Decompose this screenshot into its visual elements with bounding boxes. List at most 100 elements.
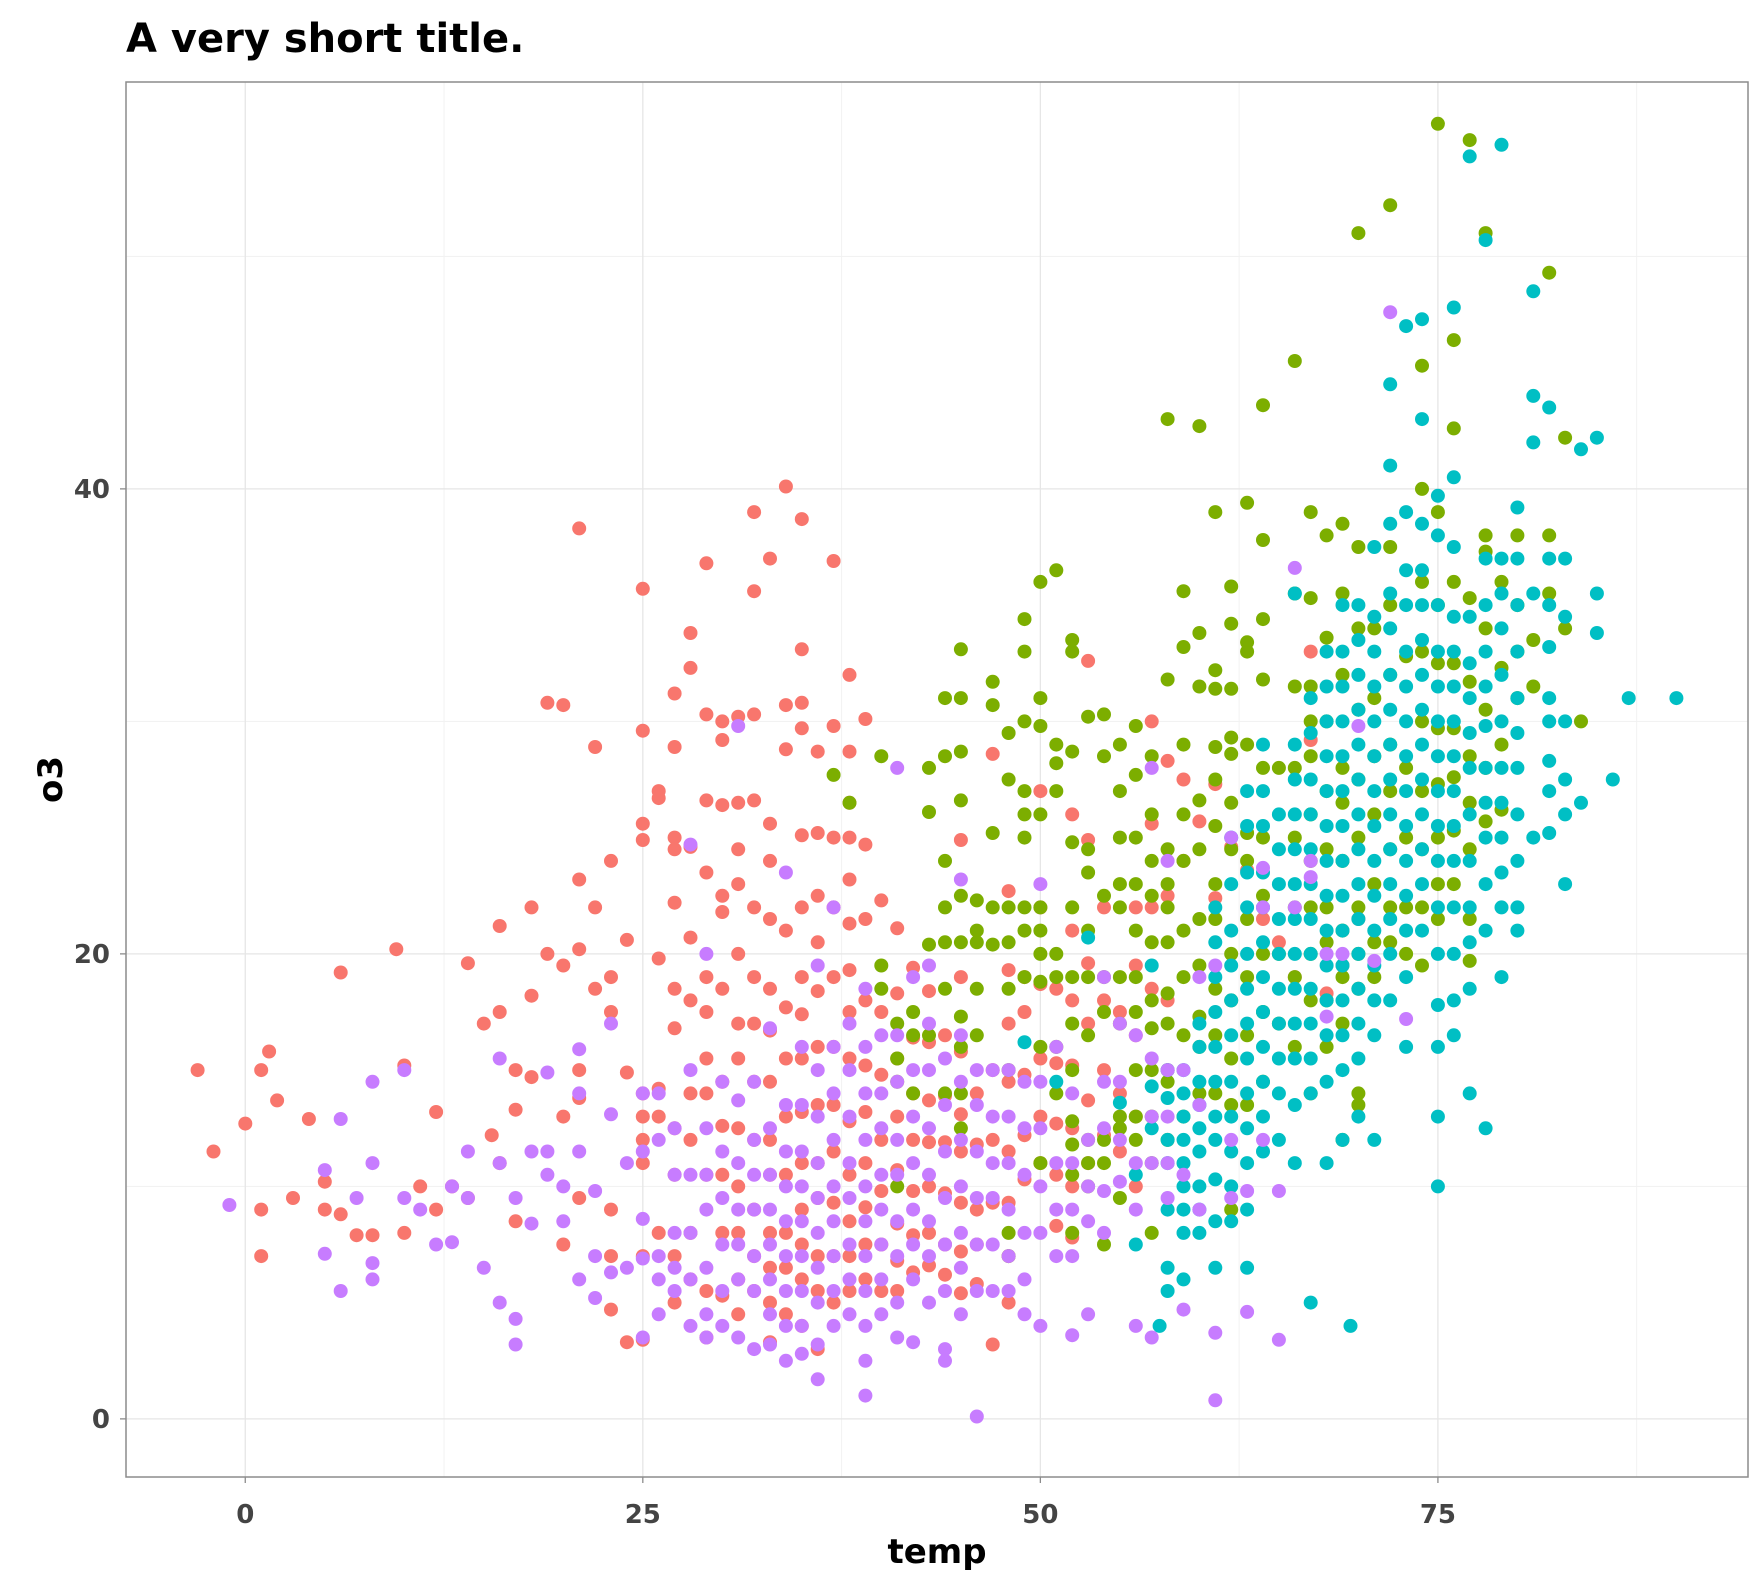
data-point — [1462, 935, 1477, 950]
data-point — [1542, 400, 1557, 415]
data-point — [1049, 756, 1064, 771]
data-point — [1446, 900, 1461, 915]
data-point — [1097, 1121, 1111, 1136]
data-point — [938, 1144, 952, 1159]
data-point — [906, 1335, 921, 1350]
data-point — [1081, 1093, 1096, 1108]
data-point — [1367, 679, 1382, 694]
data-point — [270, 1093, 285, 1108]
data-point — [1128, 1179, 1143, 1194]
data-point — [731, 1272, 746, 1287]
data-point — [1494, 714, 1509, 729]
data-point — [1478, 621, 1493, 636]
data-point — [1256, 1039, 1270, 1054]
data-point — [683, 1225, 698, 1240]
data-point — [1271, 946, 1286, 961]
data-point — [1001, 1284, 1016, 1298]
y-axis-title: o3 — [31, 756, 71, 803]
data-point — [826, 1039, 841, 1054]
data-point — [826, 970, 841, 985]
data-point — [1542, 265, 1557, 280]
data-point — [1160, 935, 1175, 950]
data-point — [1303, 1016, 1318, 1031]
data-point — [1446, 540, 1461, 554]
data-point — [1415, 516, 1429, 531]
data-point — [1224, 946, 1239, 961]
data-point — [826, 1249, 841, 1264]
data-point — [1081, 1132, 1096, 1147]
data-point — [1335, 784, 1350, 799]
data-point — [1001, 1156, 1016, 1171]
data-point — [1494, 621, 1509, 636]
data-point — [890, 1028, 905, 1043]
data-point — [1256, 888, 1270, 903]
data-point — [1351, 1051, 1366, 1066]
data-point — [874, 1167, 889, 1182]
data-point — [1224, 681, 1239, 696]
data-point — [985, 698, 1000, 713]
data-point — [445, 1179, 459, 1194]
data-point — [810, 1372, 825, 1387]
data-point — [953, 970, 968, 985]
data-point — [1176, 772, 1191, 787]
data-point — [1319, 679, 1334, 694]
data-point — [508, 1102, 523, 1117]
data-point — [874, 1307, 889, 1322]
data-point — [1208, 681, 1223, 696]
data-point — [810, 826, 825, 840]
data-point — [1240, 865, 1255, 880]
data-point — [1415, 923, 1429, 938]
data-point — [731, 1330, 746, 1345]
data-point — [794, 1284, 809, 1298]
data-point — [333, 1112, 348, 1126]
data-point — [1208, 1260, 1223, 1275]
data-point — [747, 505, 762, 520]
data-point — [1367, 540, 1382, 554]
data-point — [1256, 819, 1270, 833]
data-point — [1208, 970, 1223, 985]
data-point — [1224, 1191, 1239, 1205]
data-point — [731, 1016, 746, 1031]
data-point — [1303, 772, 1318, 787]
data-point — [794, 695, 809, 710]
data-point — [1319, 784, 1334, 799]
data-point — [731, 1202, 746, 1217]
data-point — [1065, 970, 1080, 985]
data-point — [1399, 830, 1414, 845]
data-point — [1112, 737, 1127, 752]
data-point — [1256, 970, 1270, 985]
data-point — [1081, 930, 1096, 945]
data-point — [238, 1116, 253, 1131]
data-point — [635, 1251, 650, 1266]
data-point — [810, 1249, 825, 1264]
data-point — [1065, 1063, 1080, 1078]
data-point — [969, 1086, 984, 1101]
data-point — [1192, 912, 1207, 926]
data-point — [1430, 1039, 1445, 1054]
data-point — [1256, 830, 1270, 845]
data-point — [1176, 1132, 1191, 1147]
data-point — [1319, 819, 1334, 833]
data-point — [1128, 1167, 1143, 1182]
data-point — [1558, 430, 1573, 445]
data-point — [1017, 830, 1032, 845]
data-point — [540, 1144, 555, 1159]
data-point — [938, 935, 952, 950]
data-point — [1287, 912, 1302, 926]
data-point — [731, 719, 746, 733]
data-point — [1256, 900, 1270, 915]
data-point — [1446, 749, 1461, 764]
data-point — [1399, 598, 1414, 613]
data-point — [1160, 853, 1175, 868]
data-point — [1399, 853, 1414, 868]
data-point — [842, 1307, 857, 1322]
data-point — [715, 798, 730, 813]
data-point — [1128, 719, 1143, 733]
data-point — [826, 1098, 841, 1112]
data-point — [1542, 528, 1557, 543]
data-point — [1319, 644, 1334, 659]
data-point — [1303, 900, 1318, 915]
data-point — [1399, 819, 1414, 833]
data-point — [969, 1284, 984, 1298]
data-point — [1271, 1086, 1286, 1101]
